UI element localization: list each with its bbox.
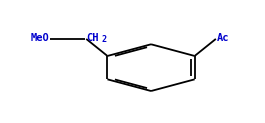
Text: MeO: MeO	[30, 33, 49, 43]
Text: 2: 2	[101, 35, 106, 44]
Text: Ac: Ac	[217, 33, 230, 43]
Text: CH: CH	[86, 33, 99, 43]
